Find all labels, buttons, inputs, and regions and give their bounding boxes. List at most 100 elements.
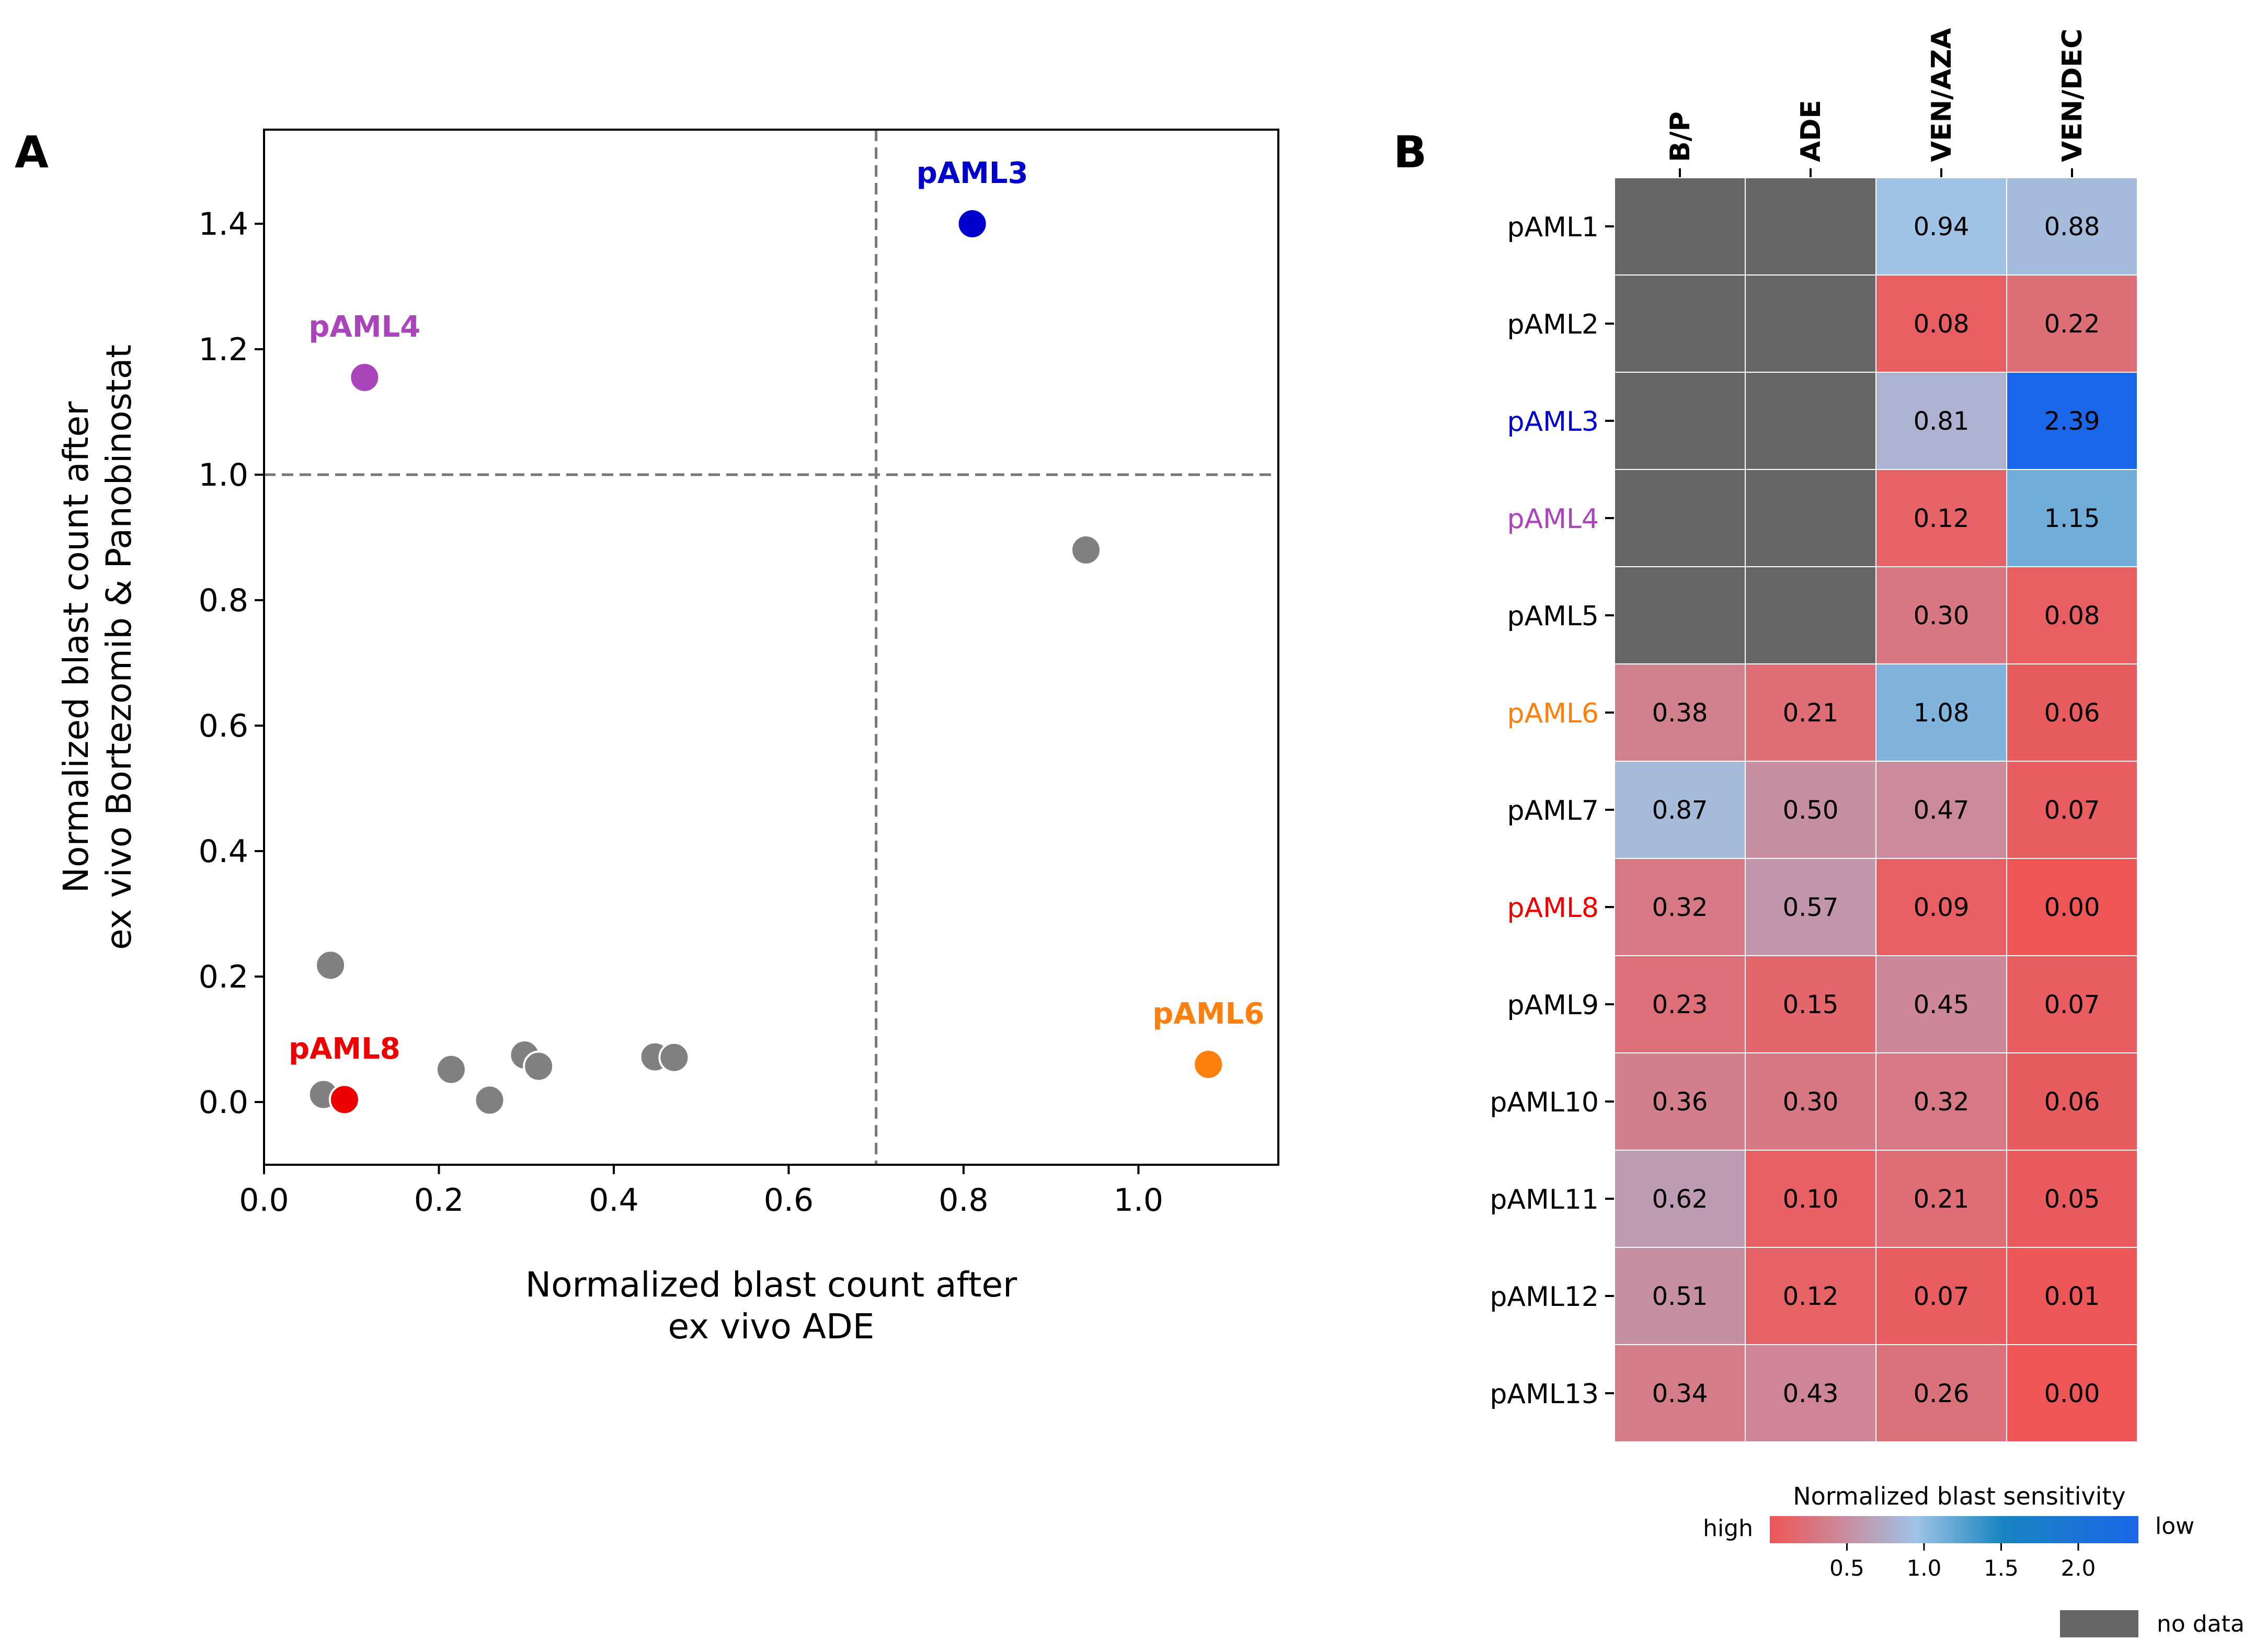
heatmap-cell [1875,1150,2007,1248]
panel-a-label: A [15,127,49,178]
column-header: ADE [1795,100,1827,162]
cell-value: 0.09 [1914,893,1970,922]
cell-value: 0.62 [1652,1185,1708,1214]
cell-value: 0.94 [1914,212,1970,242]
scatter-point [315,949,347,981]
heatmap-cell [1745,372,1876,470]
heatmap-cell [1875,1344,2007,1442]
cell-value: 0.45 [1914,990,1970,1019]
heatmap-cell [2006,177,2138,276]
scatter-plot: pAML3 pAML4 pAML6 pAML8 0.0 0.2 0.4 0.6 0.8 1.0 0.… [56,129,1279,1347]
cell-value: 0.32 [1652,893,1708,922]
y-tick-label: 1.4 [199,206,248,243]
cell-value: 0.81 [1914,407,1970,436]
cell-value: 0.06 [2044,698,2100,728]
cell-value: 0.08 [1914,309,1970,339]
row-label: pAML6 [1507,698,1599,729]
y-axis-label: Normalized blast count after [56,401,96,893]
heatmap-cell [1875,1052,2007,1151]
row-label: pAML3 [1507,406,1599,438]
heatmap-cell [1745,1344,1876,1442]
row-label: pAML13 [1490,1379,1599,1410]
row-label: pAML8 [1507,892,1599,924]
heatmap-cell [2006,955,2138,1053]
cell-value: 0.34 [1652,1379,1708,1408]
colorbar-high-label: high [1703,1515,1753,1542]
cell-value: 0.38 [1652,698,1708,728]
row-label: pAML1 [1507,212,1599,243]
cell-value: 0.12 [1783,1282,1839,1311]
heatmap-cell [1614,372,1746,470]
y-tick-label: 1.0 [199,457,248,494]
colorbar-tick-label: 2.0 [2061,1555,2096,1581]
point-label: pAML8 [289,1032,400,1066]
heatmap-cell [1875,1247,2007,1345]
scatter-point [1193,1049,1224,1080]
heatmap-cell [1614,1052,1746,1151]
y-axis-label: ex vivo Bortezomib & Panobinostat [99,345,139,950]
panel-b-label: B [1393,127,1427,178]
heatmap-cell [1614,663,1746,762]
heatmap-cell [2006,858,2138,956]
row-label: pAML12 [1490,1281,1599,1313]
cell-value: 0.07 [2044,990,2100,1019]
cell-value: 0.01 [2044,1282,2100,1311]
y-tick-label: 0.4 [199,833,248,870]
cell-value: 0.00 [2044,893,2100,922]
heatmap-cell [2006,372,2138,470]
column-header: B/P [1665,111,1696,162]
heatmap-cell [1745,1052,1876,1151]
cell-value: 0.43 [1783,1379,1839,1408]
cell-value: 0.07 [2044,796,2100,825]
x-tick-label: 0.4 [589,1182,638,1219]
cell-value: 0.26 [1914,1379,1970,1408]
heatmap-cell [1875,663,2007,762]
point-label: pAML4 [308,310,420,344]
cell-value: 0.12 [1914,504,1970,533]
scatter-point [523,1050,555,1082]
heatmap-cell [1875,566,2007,664]
colorbar-low-label: low [2155,1513,2194,1540]
cell-value: 0.15 [1783,990,1839,1019]
heatmap-cell [1745,663,1876,762]
heatmap-cell [2006,469,2138,567]
cell-value: 0.47 [1914,796,1970,825]
point-label: pAML6 [1152,997,1264,1031]
heatmap-cell [1875,372,2007,470]
heatmap-cell [1745,469,1876,567]
heatmap-cell [1875,469,2007,567]
y-tick-label: 0.6 [199,708,248,744]
column-header: VEN/AZA [1926,28,1958,162]
row-label: pAML11 [1490,1184,1599,1215]
row-label: pAML7 [1507,795,1599,827]
cell-value: 0.87 [1652,796,1708,825]
cell-value: 1.15 [2044,504,2100,533]
scatter-point [658,1041,690,1073]
heatmap-cell [1875,761,2007,859]
x-tick-label: 1.0 [1114,1182,1163,1219]
heatmap-cell [1614,761,1746,859]
heatmap-cell [1614,858,1746,956]
colorbar-tick-label: 1.0 [1907,1555,1942,1581]
heatmap-cell [2006,1150,2138,1248]
colorbar-tick-label: 0.5 [1829,1555,1864,1581]
cell-value: 1.08 [1914,698,1970,728]
y-tick-label: 0.8 [199,582,248,619]
cell-value: 0.30 [1783,1087,1839,1117]
heatmap-cell [1745,274,1876,373]
heatmap-cell [1875,858,2007,956]
nodata-label: no data [2157,1611,2245,1637]
heatmap-cell [1614,1247,1746,1345]
scatter-point [328,1084,360,1116]
row-label: pAML10 [1490,1087,1599,1118]
plot-frame [263,129,1279,1166]
scatter-point [349,362,381,393]
colorbar-tick-label: 1.5 [1984,1555,2019,1581]
heatmap-cell [1875,274,2007,373]
cell-value: 0.21 [1783,698,1839,728]
cell-value: 2.39 [2044,407,2100,436]
x-axis-label: Normalized blast count after [525,1265,1017,1305]
row-label: pAML9 [1507,990,1599,1021]
row-label: pAML2 [1507,309,1599,340]
heatmap-cell [2006,761,2138,859]
